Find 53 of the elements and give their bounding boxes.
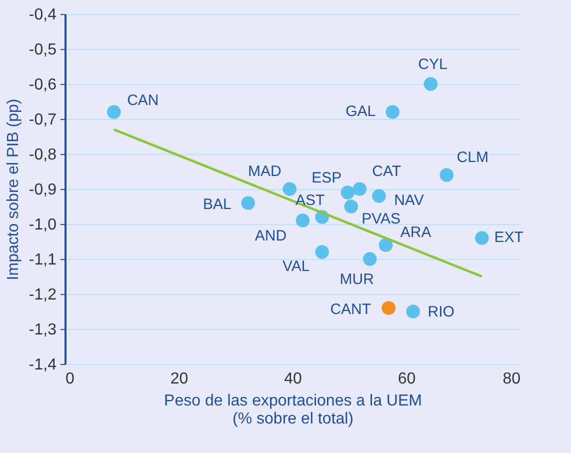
- y-tick-label: -1,0: [28, 216, 57, 234]
- point: [382, 301, 396, 315]
- annotation: AST: [295, 192, 325, 209]
- x-tick-label: 0: [66, 370, 74, 388]
- x-tick-label: 40: [284, 370, 302, 388]
- annotation: CLM: [456, 149, 488, 166]
- x-axis-title: Peso de las exportaciones a la UEM (% sobre el total): [164, 392, 422, 428]
- point: [406, 304, 420, 318]
- y-tick-label: -1,3: [28, 322, 57, 338]
- y-tick-label: -0,5: [28, 42, 57, 58]
- point: [372, 189, 386, 203]
- y-tick-label: -1,2: [28, 286, 57, 304]
- point: [386, 105, 400, 119]
- annotation: MAD: [248, 163, 282, 180]
- point: [315, 245, 329, 259]
- point: [296, 214, 310, 228]
- y-tick-label: -0,7: [28, 112, 57, 128]
- annotation: PVAS: [362, 210, 401, 228]
- annotation: RIO: [428, 304, 454, 320]
- point: [378, 238, 393, 252]
- y-tick-label: -0,4: [28, 6, 57, 24]
- y-axis-title: Impacto sobre el PIB (pp): [4, 98, 22, 280]
- point: [241, 196, 256, 210]
- annotation: AND: [254, 228, 287, 244]
- annotation: MUR: [340, 271, 374, 288]
- point: [282, 182, 297, 196]
- annotation: CAN: [127, 92, 159, 109]
- annotation: CANT: [330, 301, 372, 318]
- annotation: CAT: [372, 163, 402, 180]
- y-tick-label: -1,4: [28, 356, 57, 374]
- annotation: EXT: [494, 229, 524, 246]
- annotation: ARA: [400, 224, 432, 241]
- x-tick-label: 80: [502, 370, 521, 388]
- annotation: CYL: [418, 56, 448, 73]
- y-tick-label: -0,6: [28, 76, 57, 94]
- point: [475, 231, 489, 245]
- annotation: NAV: [394, 192, 424, 209]
- point: [340, 186, 355, 200]
- x-tick-label: 20: [170, 370, 188, 388]
- x-tick-label: 60: [398, 370, 416, 388]
- y-tick-label: -0,8: [28, 146, 57, 164]
- point: [440, 168, 454, 182]
- point: [344, 200, 358, 214]
- y-tick-label: -0,9: [28, 182, 57, 198]
- point: [424, 77, 438, 91]
- point: [362, 252, 377, 266]
- point: [107, 105, 121, 119]
- y-tick-label: -1,1: [28, 252, 57, 268]
- annotation: VAL: [282, 258, 310, 275]
- annotation: BAL: [202, 196, 232, 213]
- annotation: GAL: [346, 103, 376, 120]
- annotation: ESP: [312, 170, 342, 186]
- point: [352, 182, 367, 196]
